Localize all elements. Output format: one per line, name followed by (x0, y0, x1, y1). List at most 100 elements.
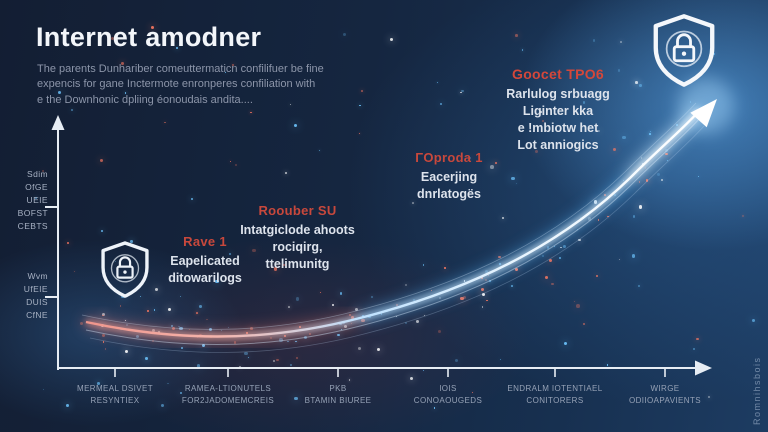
particle (342, 321, 345, 325)
particle (560, 246, 562, 249)
particle (515, 34, 518, 37)
particle (361, 319, 365, 323)
particle (171, 327, 176, 331)
particle (371, 295, 374, 298)
particle (289, 363, 293, 367)
particle (482, 293, 486, 297)
annotation-line: Eapelicated (170, 254, 240, 268)
particle (638, 84, 642, 87)
particle (272, 359, 276, 363)
particle (499, 358, 502, 361)
particle (70, 109, 73, 112)
particle (319, 291, 322, 293)
particle (158, 331, 160, 333)
particle (439, 296, 442, 300)
annotation-heading: Rave 1 (183, 234, 227, 249)
particle (553, 245, 555, 247)
particle (633, 174, 635, 176)
particle (196, 364, 201, 368)
particle (209, 328, 213, 332)
y-label: UfEIE (23, 284, 48, 294)
particle (667, 159, 669, 161)
particle (339, 292, 343, 295)
particle (319, 149, 321, 151)
particle (641, 157, 643, 159)
particle (619, 259, 621, 261)
particle (697, 110, 701, 114)
particle (350, 322, 353, 325)
particle (125, 324, 128, 327)
particle (386, 310, 389, 313)
particle (331, 303, 335, 307)
particle (190, 198, 193, 201)
subtitle-line: e the Downhonic dpliing éonoudais andita… (37, 93, 253, 106)
particle (606, 364, 609, 367)
particle (542, 255, 545, 258)
particle (102, 341, 105, 344)
particle (354, 307, 358, 311)
particle (638, 205, 643, 209)
particle (576, 304, 580, 308)
particle (707, 395, 710, 398)
particle (348, 379, 351, 381)
particle (340, 328, 342, 330)
particle (433, 406, 436, 409)
particle (66, 403, 69, 407)
annotation-goocet: Goocet TPO6 Rarlulog srbuagg Liginter kk… (472, 66, 644, 154)
particle (121, 62, 124, 65)
particle (563, 245, 567, 249)
particle (358, 346, 362, 350)
particle (296, 297, 300, 301)
y-label: CEBTS (17, 221, 48, 231)
particle (225, 71, 227, 74)
particle (396, 316, 397, 318)
y-label: Sdim (27, 169, 48, 179)
particle (247, 357, 249, 359)
particle (206, 319, 208, 321)
shield-lock-icon (98, 240, 152, 300)
particle (283, 334, 286, 337)
particle (551, 282, 554, 286)
particle (461, 89, 465, 93)
particle (167, 382, 169, 385)
particle (649, 131, 651, 132)
particle (576, 228, 578, 230)
particle (665, 152, 668, 156)
particle (295, 341, 297, 343)
particle (196, 312, 198, 314)
particle (102, 334, 106, 338)
y-label: OfGE (25, 182, 48, 192)
particle (244, 351, 248, 356)
particle (573, 300, 575, 302)
particle (412, 298, 416, 302)
particle (578, 238, 581, 242)
particle (288, 306, 290, 308)
annotation-line: Lot anniogics (517, 137, 599, 152)
particle (180, 346, 184, 350)
particle (607, 215, 609, 217)
particle (488, 275, 490, 277)
particle (460, 296, 464, 301)
particle (294, 396, 298, 401)
particle (287, 340, 289, 342)
particle (232, 64, 235, 66)
annotation-line: ditowarilogs (168, 270, 242, 285)
particle (120, 328, 123, 331)
particle (484, 269, 489, 274)
particle (656, 173, 660, 177)
particle (415, 319, 419, 323)
particle (337, 333, 340, 337)
particle (145, 357, 148, 361)
y-label: BOFST (17, 208, 48, 218)
particle (632, 215, 636, 218)
particle (250, 327, 253, 330)
particle (348, 313, 351, 316)
particle (154, 287, 158, 291)
particle (351, 316, 354, 319)
particle (100, 323, 105, 327)
particle (179, 295, 182, 298)
annotation-line: e !mbiotw het (517, 120, 599, 135)
particle (644, 167, 647, 169)
particle (595, 274, 599, 278)
particle (514, 267, 518, 271)
